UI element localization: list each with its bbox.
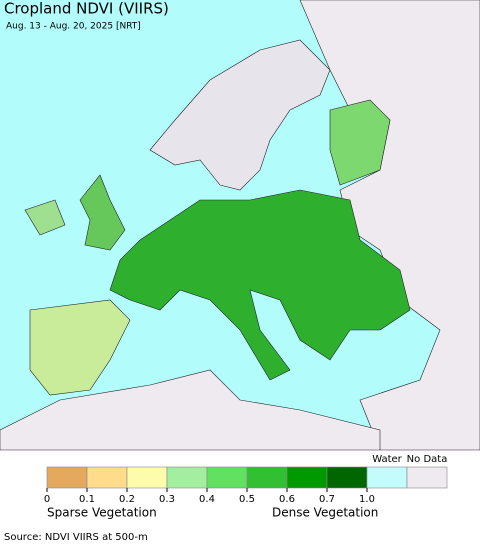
legend-tick-label: 0.1 bbox=[79, 494, 95, 505]
legend-tick-label: 0.3 bbox=[159, 494, 175, 505]
legend-swatch bbox=[206, 466, 248, 489]
legend-swatch bbox=[326, 466, 368, 489]
legend-swatch bbox=[286, 466, 328, 489]
subtitle: Aug. 13 - Aug. 20, 2025 [NRT] bbox=[6, 22, 141, 32]
sparse-label: Sparse Vegetation bbox=[47, 506, 157, 520]
legend-tick-label: 0.6 bbox=[279, 494, 295, 505]
legend-tick-label: 0.7 bbox=[319, 494, 335, 505]
land-finland-baltics bbox=[329, 99, 391, 186]
land-iberia bbox=[29, 299, 131, 396]
legend-swatch bbox=[126, 466, 168, 489]
legend-tick-label: 1.0 bbox=[359, 494, 375, 505]
land-uk bbox=[79, 174, 126, 251]
land-africa bbox=[0, 369, 381, 451]
legend-tick-label: 0.2 bbox=[119, 494, 135, 505]
land-scandinavia bbox=[149, 39, 331, 191]
legend-tick-label: 0 bbox=[44, 494, 50, 505]
water-label: Water bbox=[372, 454, 402, 465]
land-central-europe bbox=[109, 189, 411, 381]
legend-tick-label: 0.5 bbox=[239, 494, 255, 505]
legend-swatch bbox=[406, 466, 448, 489]
legend-swatch bbox=[366, 466, 408, 489]
land-ireland bbox=[24, 199, 66, 236]
legend-swatch bbox=[166, 466, 208, 489]
legend-swatch bbox=[246, 466, 288, 489]
source: Source: NDVI VIIRS at 500-m bbox=[4, 532, 148, 543]
title: Cropland NDVI (VIIRS) bbox=[4, 0, 169, 18]
nodata-label: No Data bbox=[407, 454, 448, 465]
legend-swatch bbox=[86, 466, 128, 489]
map bbox=[0, 0, 480, 451]
legend-swatch bbox=[46, 466, 88, 489]
legend-tick-label: 0.4 bbox=[199, 494, 215, 505]
dense-label: Dense Vegetation bbox=[272, 506, 378, 520]
legend: 0 0.1 0.2 0.3 0.4 0.5 0.6 0.7 1.0 bbox=[44, 466, 448, 505]
